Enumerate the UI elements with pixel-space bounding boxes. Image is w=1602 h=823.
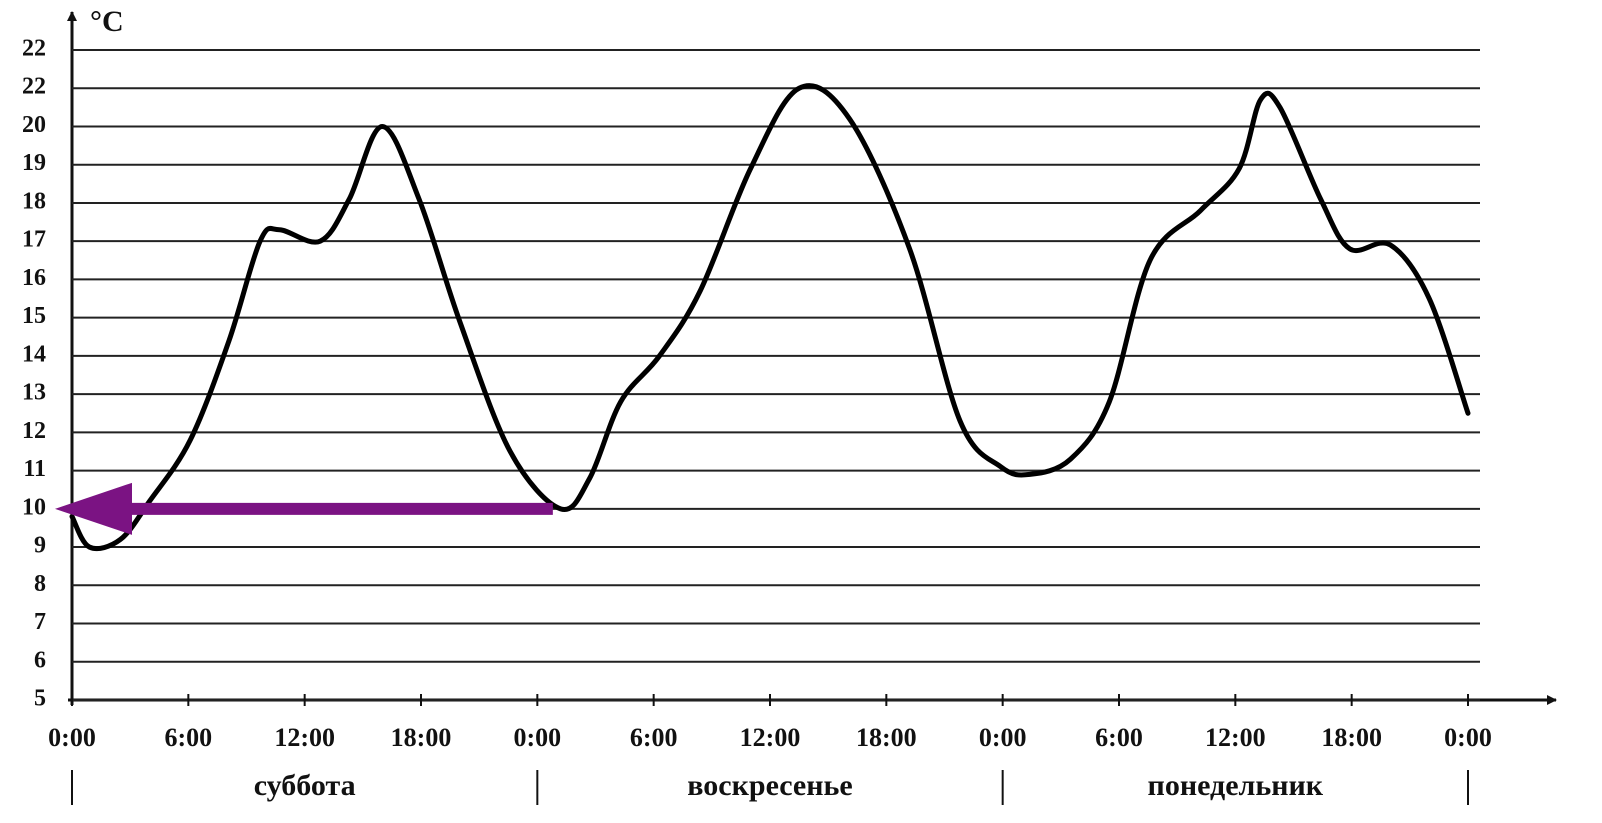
y-tick-label: 5: [34, 686, 46, 712]
x-tick-label: 6:00: [164, 723, 212, 752]
x-tick-label: 18:00: [856, 723, 917, 752]
day-label: суббота: [254, 769, 356, 802]
y-unit: °C: [90, 5, 124, 38]
day-label: понедельник: [1148, 769, 1324, 802]
x-tick-label: 0:00: [979, 723, 1027, 752]
y-tick-label: 13: [22, 380, 46, 406]
x-tick-label: 12:00: [274, 723, 335, 752]
x-tick-label: 6:00: [630, 723, 678, 752]
x-tick-label: 0:00: [513, 723, 561, 752]
x-tick-label: 12:00: [1205, 723, 1266, 752]
y-tick-label: 8: [34, 571, 46, 597]
y-tick-label: 19: [22, 150, 46, 176]
y-tick-label: 14: [22, 341, 46, 367]
day-label: воскресенье: [687, 769, 852, 802]
y-tick-label: 22: [22, 36, 46, 62]
line-series: [69, 83, 1471, 552]
y-tick-label: 20: [22, 112, 46, 138]
x-tick-label: 6:00: [1095, 723, 1143, 752]
y-tick-label: 22: [22, 74, 46, 100]
x-tick-label: 18:00: [391, 723, 452, 752]
y-tick-label: 15: [22, 303, 46, 329]
y-tick-label: 10: [22, 494, 46, 520]
y-tick-label: 12: [22, 418, 46, 444]
y-tick-label: 6: [34, 647, 46, 673]
y-tick-label: 16: [22, 265, 46, 291]
y-tick-label: 17: [22, 227, 46, 253]
x-tick-label: 0:00: [48, 723, 96, 752]
x-tick-label: 0:00: [1444, 723, 1492, 752]
reference-arrow-head: [55, 482, 132, 535]
y-tick-label: 9: [34, 533, 46, 559]
y-tick-label: 7: [34, 609, 46, 635]
x-tick-label: 18:00: [1321, 723, 1382, 752]
x-tick-label: 12:00: [740, 723, 801, 752]
y-tick-label: 11: [23, 456, 46, 482]
y-tick-label: 18: [22, 188, 46, 214]
